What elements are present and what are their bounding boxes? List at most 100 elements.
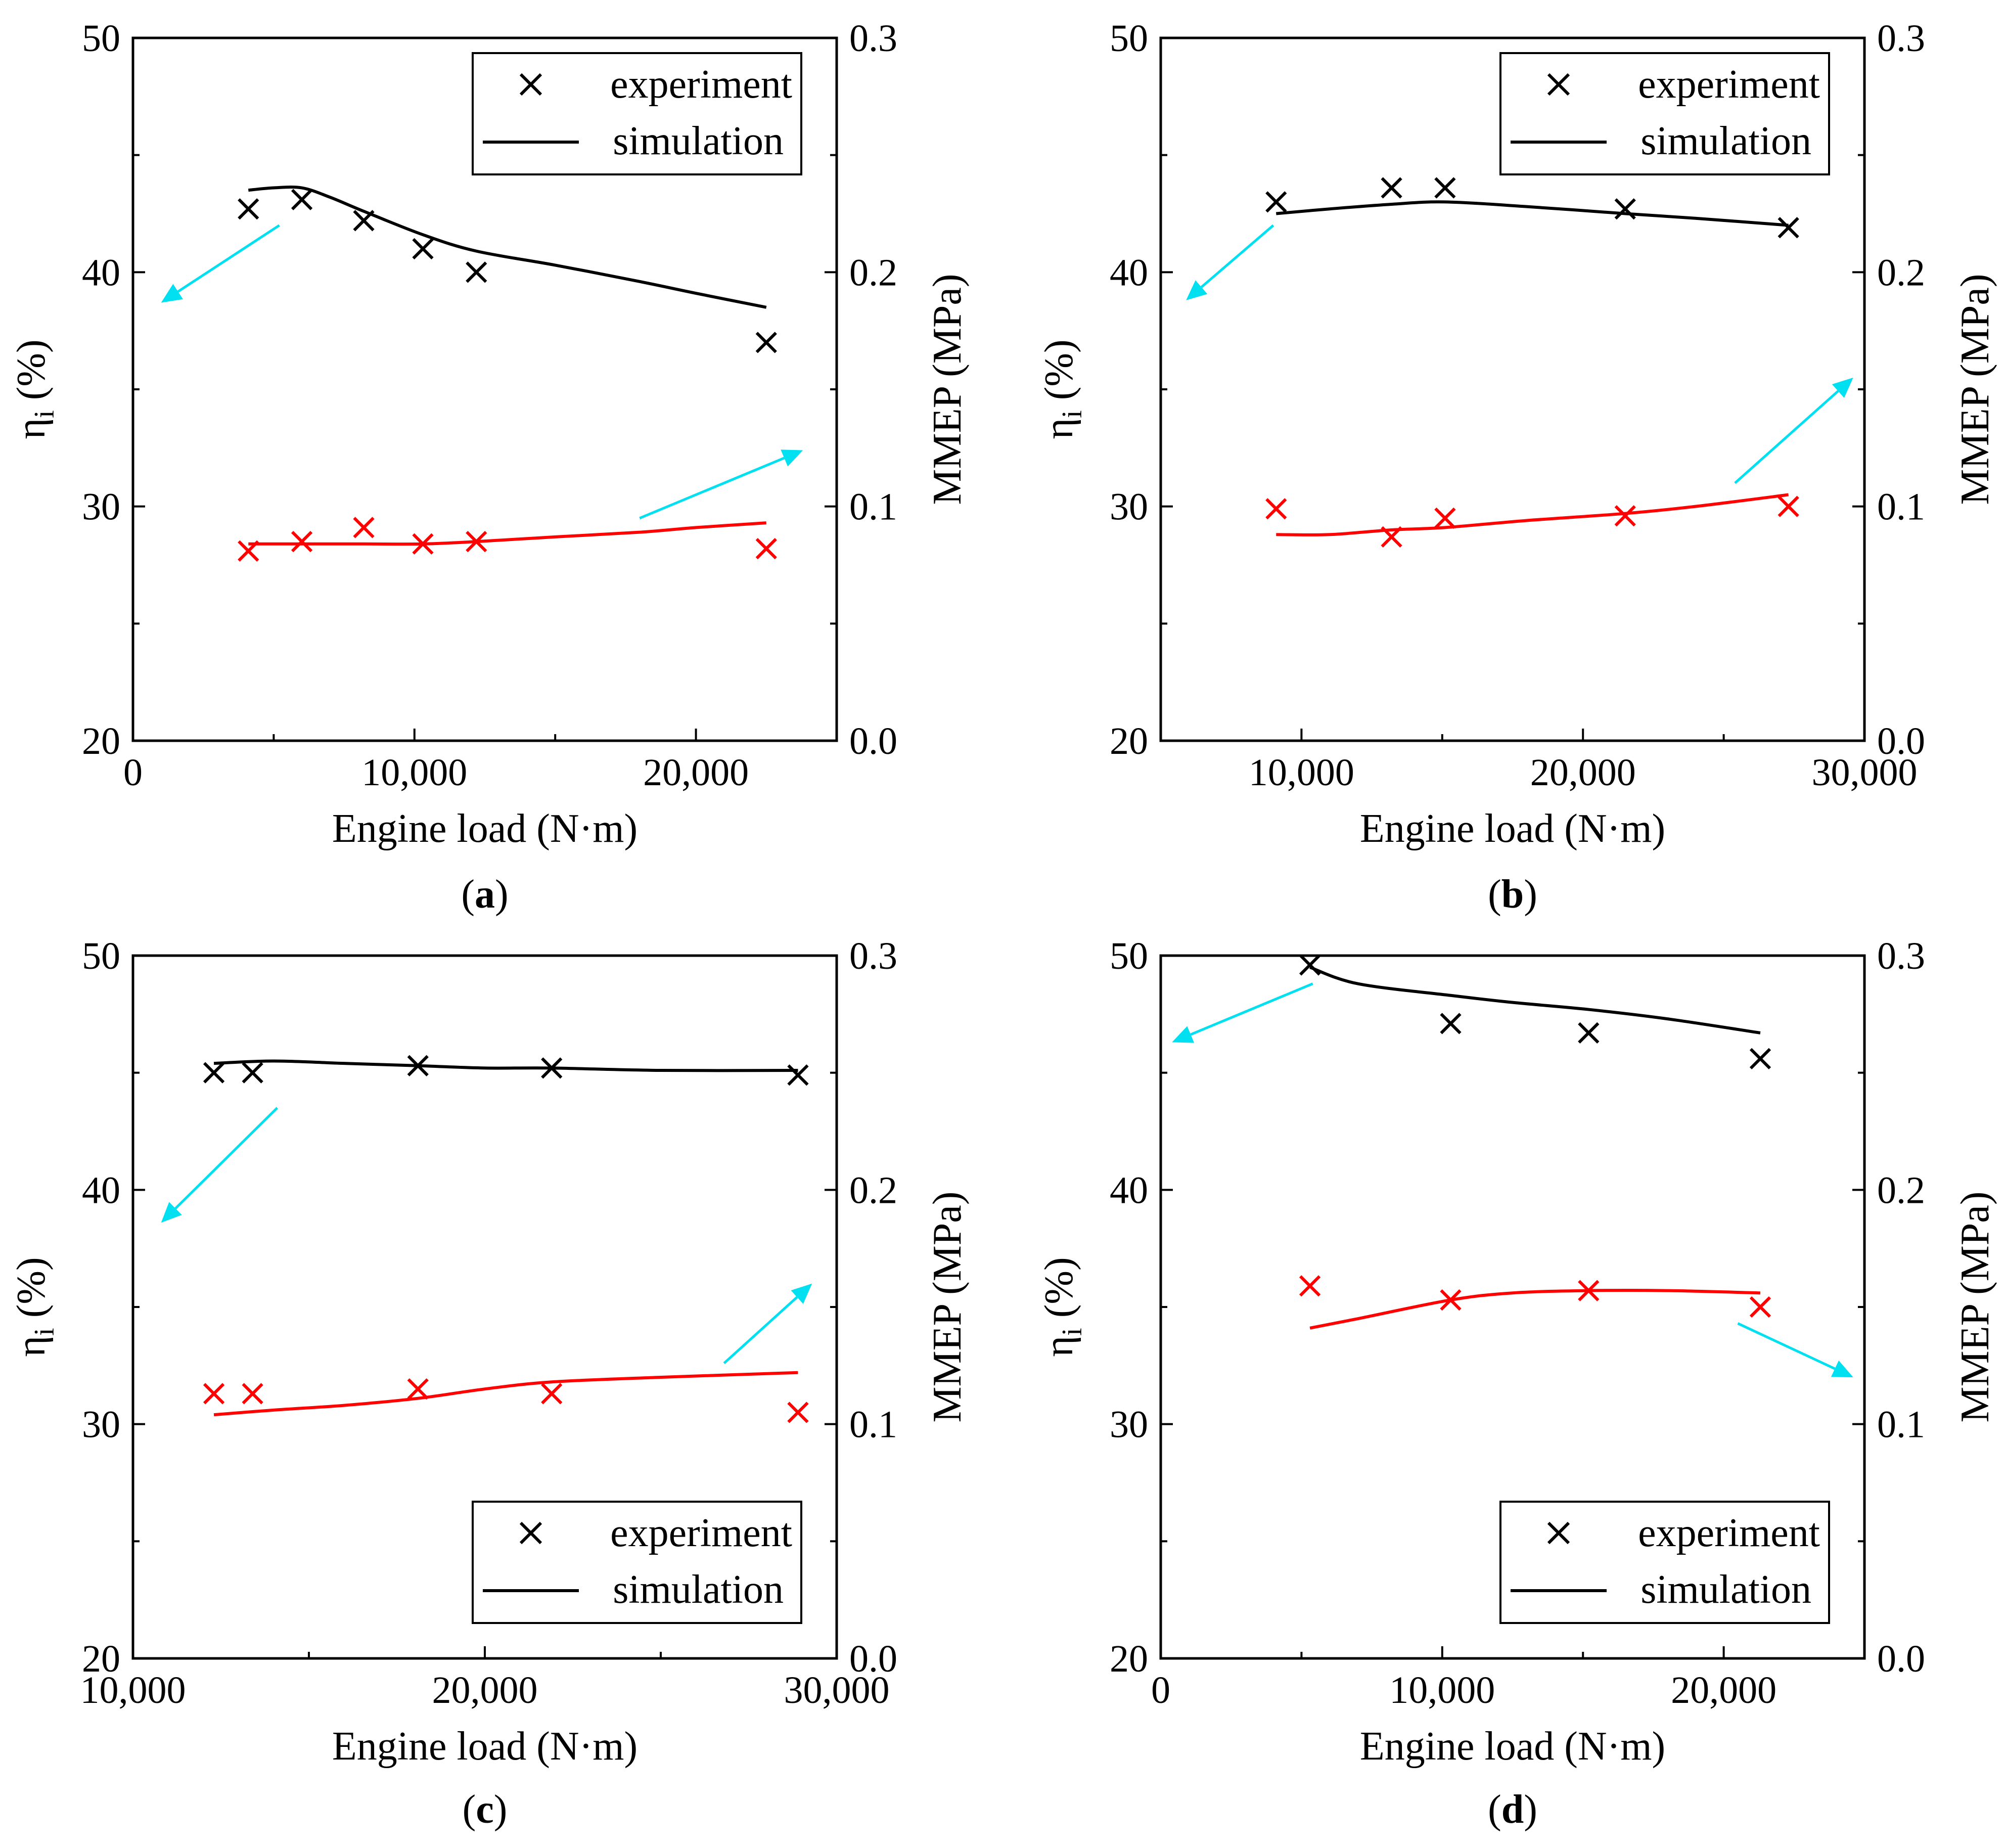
- efficiency-experiment-marker: [412, 238, 434, 260]
- mmep-experiment-marker: [541, 1383, 563, 1405]
- x-tick-label: 10,000: [80, 1669, 186, 1711]
- panel-b: 10,000 20,000 30,000 20 30 40 50 0.0 0.1 0.2 0.3 En…: [1037, 17, 1997, 917]
- axis-indicator-arrowhead: [1831, 1360, 1853, 1377]
- mmep-simulation-line: [248, 521, 766, 546]
- legend-experiment-marker: [519, 1521, 542, 1545]
- panel-label-letter: d: [1501, 1787, 1524, 1832]
- x-tick-label: 20,000: [1530, 751, 1636, 794]
- panel-label-letter: a: [475, 872, 495, 917]
- efficiency-experiment-marker: [1578, 1022, 1600, 1044]
- x-axis-title: Engine load (N·m): [1360, 806, 1665, 851]
- y-left-tick-label: 50: [1110, 17, 1148, 60]
- efficiency-experiment-marker: [1440, 1013, 1462, 1034]
- panel-label-letter: c: [476, 1787, 494, 1832]
- legend: experiment simulation: [472, 1501, 802, 1624]
- y-left-title-subscript: i: [29, 1328, 60, 1336]
- x-tick-label: 30,000: [784, 1669, 890, 1711]
- mmep-experiment-marker: [291, 531, 313, 553]
- y-left-axis-title: ηi (%): [9, 1257, 60, 1357]
- x-tick-label: 0: [123, 751, 143, 794]
- axis-indicator-arrow: [174, 1107, 279, 1209]
- x-tick-label: 10,000: [1389, 1669, 1495, 1711]
- y-left-title-unit: (%): [9, 1257, 54, 1328]
- mmep-experiment-marker: [242, 1383, 263, 1405]
- x-axis-title: Engine load (N·m): [332, 1724, 637, 1769]
- mmep-experiment-marker: [787, 1402, 809, 1423]
- y-right-tick-label: 0.0: [849, 1638, 897, 1680]
- y-right-tick-label: 0.1: [849, 1404, 897, 1446]
- legend-simulation-label: simulation: [1641, 1567, 1811, 1612]
- y-right-axis-title: MMEP (MPa): [1953, 1191, 1997, 1422]
- y-left-tick-label: 50: [82, 17, 120, 60]
- y-right-axis-title: MMEP (MPa): [925, 274, 970, 505]
- legend-box: [472, 52, 802, 175]
- y-left-tick-label: 40: [82, 1169, 120, 1211]
- x-tick-label: 20,000: [643, 751, 749, 794]
- y-right-tick-label: 0.3: [1877, 935, 1925, 977]
- axis-indicator-arrow: [1200, 224, 1274, 288]
- axis-indicator-arrowhead: [161, 284, 184, 303]
- panel-label-open: (: [1488, 872, 1501, 917]
- legend-experiment-label: experiment: [610, 62, 792, 107]
- efficiency-simulation-line: [248, 185, 767, 309]
- efficiency-experiment-marker: [242, 1062, 263, 1084]
- mmep-experiment-marker: [203, 1383, 225, 1405]
- panel-label-close: ): [494, 1787, 508, 1832]
- efficiency-simulation-line: [1276, 200, 1789, 227]
- panel-label: (d): [1488, 1787, 1537, 1832]
- y-right-tick-label: 0.2: [849, 251, 897, 294]
- mmep-experiment-marker: [407, 1378, 429, 1400]
- y-right-tick-label: 0.1: [1877, 486, 1925, 528]
- y-left-tick-label: 30: [1110, 486, 1148, 528]
- legend-simulation-label: simulation: [613, 1567, 784, 1612]
- axis-indicator-arrow: [177, 224, 280, 293]
- x-tick-label: 20,000: [432, 1669, 538, 1711]
- y-left-tick-label: 50: [82, 935, 120, 977]
- legend-box: [1499, 52, 1830, 175]
- y-left-tick-label: 20: [82, 1638, 120, 1680]
- y-right-tick-label: 0.3: [849, 17, 897, 60]
- panel-label: (c): [463, 1787, 508, 1832]
- panel-label-open: (: [463, 1787, 476, 1832]
- y-left-axis-title: ηi (%): [1037, 339, 1088, 439]
- x-tick-label: 0: [1151, 1669, 1170, 1711]
- panel-label-letter: b: [1501, 872, 1524, 917]
- legend-box: [472, 1501, 802, 1624]
- panel-label-open: (: [1488, 1787, 1501, 1832]
- x-tick-label: 10,000: [361, 751, 467, 794]
- axis-indicator-arrow: [1737, 1322, 1836, 1370]
- y-left-title-subscript: i: [29, 410, 60, 418]
- legend-experiment-marker: [1547, 1521, 1570, 1545]
- y-right-tick-label: 0.1: [849, 486, 897, 528]
- x-axis-title: Engine load (N·m): [332, 806, 637, 851]
- panel-d: 0 10,000 20,000 20 30 40 50 0.0 0.1 0.2 0.3 Engine …: [1037, 935, 1997, 1832]
- efficiency-experiment-marker: [1434, 177, 1456, 199]
- legend-simulation-label: simulation: [1641, 119, 1811, 163]
- y-left-tick-label: 20: [82, 720, 120, 762]
- efficiency-experiment-marker: [755, 332, 777, 353]
- y-left-tick-label: 50: [1110, 935, 1148, 977]
- x-tick-label: 10,000: [1249, 751, 1354, 794]
- legend-experiment-label: experiment: [1638, 62, 1820, 107]
- x-tick-label: 30,000: [1812, 751, 1918, 794]
- legend-experiment-marker: [1547, 73, 1570, 96]
- mmep-experiment-marker: [1434, 507, 1456, 529]
- legend-experiment-marker: [519, 73, 542, 96]
- mmep-experiment-marker: [1749, 1296, 1771, 1318]
- y-left-title-unit: (%): [1037, 1257, 1081, 1328]
- efficiency-experiment-marker: [1749, 1048, 1771, 1069]
- x-axis-title: Engine load (N·m): [1360, 1724, 1665, 1769]
- axis-indicator-arrow: [1190, 982, 1313, 1036]
- y-left-tick-label: 30: [82, 486, 120, 528]
- axis-indicator-arrowhead: [1186, 280, 1208, 300]
- y-right-axis-title: MMEP (MPa): [1953, 274, 1997, 505]
- legend: experiment simulation: [472, 52, 802, 175]
- y-left-title-unit: (%): [9, 339, 54, 410]
- y-right-tick-label: 0.0: [1877, 720, 1925, 762]
- mmep-experiment-marker: [755, 537, 777, 560]
- efficiency-experiment-marker: [787, 1064, 809, 1086]
- legend-experiment-label: experiment: [610, 1511, 792, 1555]
- y-right-tick-label: 0.2: [849, 1169, 897, 1211]
